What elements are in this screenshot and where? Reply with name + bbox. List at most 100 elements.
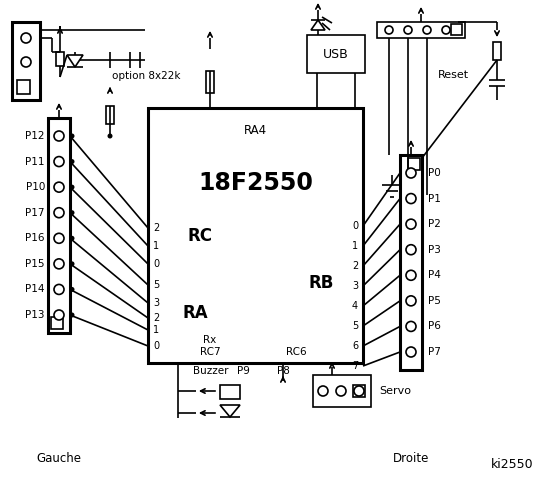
Circle shape <box>406 296 416 306</box>
Text: RC6: RC6 <box>286 347 306 357</box>
Text: Droite: Droite <box>393 452 429 465</box>
Text: 1: 1 <box>153 325 159 335</box>
Circle shape <box>423 26 431 34</box>
Bar <box>377 22 465 38</box>
Text: 1: 1 <box>352 241 358 251</box>
Circle shape <box>70 287 75 292</box>
Text: 6: 6 <box>352 341 358 351</box>
Circle shape <box>406 347 416 357</box>
Polygon shape <box>220 405 240 417</box>
Circle shape <box>70 185 75 190</box>
Circle shape <box>406 270 416 280</box>
Bar <box>408 158 420 170</box>
Polygon shape <box>311 20 325 30</box>
Circle shape <box>336 386 346 396</box>
Text: P14: P14 <box>25 285 45 294</box>
Text: Rx: Rx <box>204 335 217 345</box>
Text: 1: 1 <box>153 241 159 251</box>
Bar <box>148 108 363 363</box>
Circle shape <box>54 310 64 320</box>
Bar <box>400 155 422 370</box>
Text: 0: 0 <box>352 221 358 231</box>
Text: P8: P8 <box>276 366 289 376</box>
Text: P1: P1 <box>428 193 441 204</box>
Bar <box>106 106 114 124</box>
Text: 2: 2 <box>153 223 159 233</box>
Circle shape <box>54 259 64 269</box>
Text: 3: 3 <box>352 281 358 291</box>
Text: 2: 2 <box>153 313 159 323</box>
Bar <box>307 35 365 73</box>
Text: RC: RC <box>187 227 212 245</box>
Text: 0: 0 <box>153 259 159 269</box>
Circle shape <box>354 386 364 396</box>
Circle shape <box>70 261 75 266</box>
Text: RA: RA <box>182 304 208 322</box>
Text: 0: 0 <box>153 341 159 351</box>
Text: RA4: RA4 <box>244 123 267 136</box>
Text: 7: 7 <box>352 361 358 371</box>
Text: option 8x22k: option 8x22k <box>112 71 180 81</box>
Bar <box>220 385 240 399</box>
Text: 2: 2 <box>352 261 358 271</box>
Bar <box>313 375 371 407</box>
Text: P0: P0 <box>428 168 441 178</box>
Circle shape <box>406 322 416 331</box>
Circle shape <box>404 26 412 34</box>
Bar <box>206 71 214 93</box>
Circle shape <box>70 159 75 164</box>
Text: P16: P16 <box>25 233 45 243</box>
Circle shape <box>54 182 64 192</box>
Text: P11: P11 <box>25 156 45 167</box>
Text: Gauche: Gauche <box>36 452 81 465</box>
Text: P9: P9 <box>237 366 249 376</box>
Text: 5: 5 <box>352 321 358 331</box>
Circle shape <box>70 236 75 241</box>
Text: USB: USB <box>323 48 349 60</box>
Bar <box>17 80 30 94</box>
Circle shape <box>21 33 31 43</box>
Text: RC7: RC7 <box>200 347 220 357</box>
Text: P3: P3 <box>428 245 441 255</box>
Bar <box>56 52 64 66</box>
Circle shape <box>406 168 416 178</box>
Circle shape <box>385 26 393 34</box>
Circle shape <box>54 208 64 218</box>
Circle shape <box>406 245 416 255</box>
Text: 4: 4 <box>352 301 358 311</box>
Text: P7: P7 <box>428 347 441 357</box>
Bar <box>12 22 40 100</box>
Circle shape <box>70 312 75 317</box>
Text: Buzzer: Buzzer <box>193 366 228 376</box>
Circle shape <box>70 133 75 139</box>
Text: Reset: Reset <box>438 70 469 80</box>
Text: P15: P15 <box>25 259 45 269</box>
Text: RB: RB <box>309 274 333 292</box>
Text: P6: P6 <box>428 322 441 331</box>
Circle shape <box>107 133 112 139</box>
Text: P5: P5 <box>428 296 441 306</box>
Circle shape <box>318 386 328 396</box>
Text: ki2550: ki2550 <box>491 458 533 471</box>
Polygon shape <box>67 55 83 67</box>
Text: P4: P4 <box>428 270 441 280</box>
Bar <box>51 317 63 329</box>
Circle shape <box>21 57 31 67</box>
Text: P12: P12 <box>25 131 45 141</box>
Circle shape <box>54 233 64 243</box>
Circle shape <box>442 26 450 34</box>
Bar <box>451 24 462 35</box>
Text: P13: P13 <box>25 310 45 320</box>
Circle shape <box>54 156 64 167</box>
Text: P2: P2 <box>428 219 441 229</box>
Text: Servo: Servo <box>379 386 411 396</box>
Text: 18F2550: 18F2550 <box>198 171 313 195</box>
Circle shape <box>54 131 64 141</box>
Bar <box>353 385 365 397</box>
Text: P17: P17 <box>25 208 45 218</box>
Text: P10: P10 <box>25 182 45 192</box>
Text: 5: 5 <box>153 280 159 290</box>
Circle shape <box>406 219 416 229</box>
Text: 3: 3 <box>153 298 159 308</box>
Circle shape <box>54 285 64 294</box>
